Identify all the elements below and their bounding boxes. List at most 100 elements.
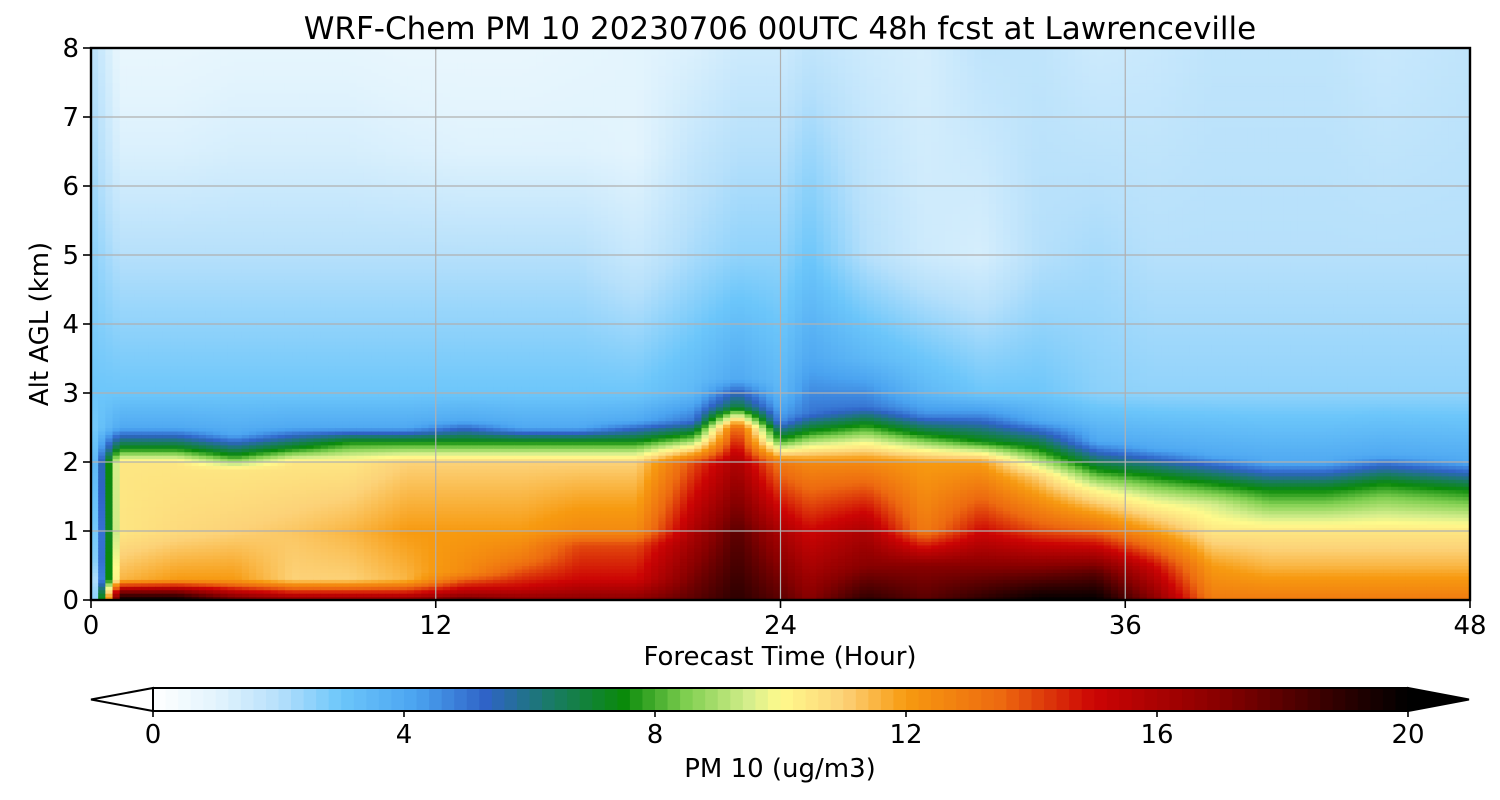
heatmap-cell	[98, 486, 106, 490]
heatmap-cell	[127, 428, 135, 432]
heatmap-cell	[98, 403, 106, 407]
heatmap-cell	[113, 186, 121, 190]
heatmap-cell	[127, 465, 135, 469]
heatmap-cell	[127, 110, 135, 114]
heatmap-cell	[127, 217, 135, 221]
heatmap-cell	[98, 234, 106, 238]
heatmap-cell	[98, 193, 106, 197]
heatmap-cell	[98, 110, 106, 114]
heatmap-cell	[98, 276, 106, 280]
heatmap-cell	[134, 396, 142, 400]
heatmap-cell	[134, 317, 142, 321]
heatmap-cell	[105, 372, 113, 376]
heatmap-cell	[134, 545, 142, 549]
heatmap-cell	[113, 207, 121, 211]
heatmap-cell	[134, 438, 142, 442]
heatmap-cell	[134, 293, 142, 297]
heatmap-cell	[98, 148, 106, 152]
heatmap-cell	[113, 521, 121, 525]
heatmap-cell	[98, 407, 106, 411]
heatmap-cell	[113, 365, 121, 369]
heatmap-cell	[105, 348, 113, 352]
heatmap-cell	[120, 245, 128, 249]
heatmap-cell	[98, 262, 106, 266]
heatmap-cell	[120, 386, 128, 390]
heatmap-cell	[120, 89, 128, 93]
heatmap-cell	[105, 362, 113, 366]
heatmap-cell	[98, 221, 106, 225]
heatmap-cell	[113, 134, 121, 138]
heatmap-cell	[105, 403, 113, 407]
heatmap-cell	[98, 296, 106, 300]
heatmap-cell	[134, 469, 142, 473]
heatmap-cell	[98, 62, 106, 66]
heatmap-cell	[127, 141, 135, 145]
heatmap-cell	[113, 276, 121, 280]
heatmap-cell	[120, 438, 128, 442]
heatmap-cell	[127, 372, 135, 376]
heatmap-cell	[120, 538, 128, 542]
heatmap-cell	[113, 221, 121, 225]
heatmap-cell	[120, 148, 128, 152]
heatmap-cell	[134, 327, 142, 331]
heatmap-cell	[134, 231, 142, 235]
heatmap-cell	[113, 290, 121, 294]
heatmap-cell	[98, 217, 106, 221]
heatmap-cell	[127, 379, 135, 383]
heatmap-cell	[120, 189, 128, 193]
heatmap-cell	[113, 255, 121, 259]
heatmap-cell	[127, 352, 135, 356]
heatmap-cell	[113, 103, 121, 107]
heatmap-cell	[120, 555, 128, 559]
heatmap-cell	[105, 365, 113, 369]
heatmap-cell	[127, 448, 135, 452]
heatmap-cell	[134, 117, 142, 121]
heatmap-cell	[113, 345, 121, 349]
heatmap-cell	[98, 165, 106, 169]
heatmap-cell	[134, 403, 142, 407]
heatmap-cell	[120, 120, 128, 124]
heatmap-cell	[98, 152, 106, 156]
heatmap-cell	[127, 138, 135, 142]
heatmap-cell	[120, 410, 128, 414]
heatmap-cell	[98, 383, 106, 387]
heatmap-cell	[98, 379, 106, 383]
heatmap-cell	[105, 279, 113, 283]
heatmap-cell	[127, 327, 135, 331]
heatmap-cell	[134, 531, 142, 535]
heatmap-cell	[120, 334, 128, 338]
heatmap-cell	[127, 331, 135, 335]
heatmap-cell	[120, 224, 128, 228]
heatmap-cell	[113, 283, 121, 287]
heatmap-cell	[113, 76, 121, 80]
heatmap-cell	[105, 421, 113, 425]
heatmap-cell	[98, 376, 106, 380]
heatmap-cell	[127, 521, 135, 525]
heatmap-cell	[127, 290, 135, 294]
heatmap-cell	[134, 400, 142, 404]
heatmap-cell	[113, 548, 121, 552]
heatmap-cell	[120, 238, 128, 242]
heatmap-cell	[98, 272, 106, 276]
heatmap-cell	[105, 445, 113, 449]
heatmap-cell	[105, 514, 113, 518]
heatmap-cell	[113, 117, 121, 121]
heatmap-cell	[120, 58, 128, 62]
heatmap-cell	[113, 279, 121, 283]
heatmap-cell	[127, 155, 135, 159]
heatmap-cell	[105, 231, 113, 235]
heatmap-cell	[113, 265, 121, 269]
heatmap-cell	[98, 317, 106, 321]
heatmap-cell	[134, 283, 142, 287]
heatmap-cell	[113, 376, 121, 380]
heatmap-cell	[127, 76, 135, 80]
heatmap-cell	[105, 189, 113, 193]
heatmap-cell	[120, 476, 128, 480]
heatmap-cell	[134, 472, 142, 476]
heatmap-cell	[113, 472, 121, 476]
heatmap-cell	[127, 296, 135, 300]
heatmap-cell	[134, 393, 142, 397]
heatmap-cell	[120, 72, 128, 76]
heatmap-cell	[105, 524, 113, 528]
heatmap-cell	[134, 245, 142, 249]
